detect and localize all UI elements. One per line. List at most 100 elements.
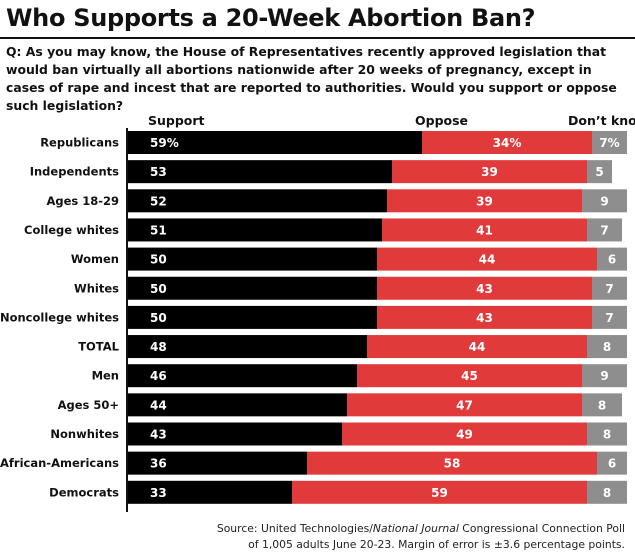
bar-support-republicans xyxy=(127,131,422,154)
bar-don-t-know-african-americans xyxy=(597,451,627,475)
value-label-don-t-know-men: 9 xyxy=(600,369,608,383)
category-label-ages-18-29: Ages 18-29 xyxy=(46,194,119,208)
value-label-don-t-know-independents: 5 xyxy=(595,165,603,179)
bar-don-t-know-college-whites xyxy=(587,218,622,242)
value-label-don-t-know-ages-50: 8 xyxy=(598,398,606,412)
value-label-support-men: 46 xyxy=(150,369,167,383)
bar-don-t-know-independents xyxy=(587,160,612,184)
category-label-whites: Whites xyxy=(74,281,119,295)
source-prefix: Source: United Technologies/ xyxy=(216,522,373,535)
value-label-don-t-know-african-americans: 6 xyxy=(608,457,616,471)
value-label-support-african-americans: 36 xyxy=(150,457,167,471)
bar-support-whites xyxy=(127,276,377,300)
bar-oppose-democrats xyxy=(292,480,587,504)
legend-oppose: Oppose xyxy=(415,113,469,128)
value-label-oppose-african-americans: 58 xyxy=(444,457,461,471)
value-label-don-t-know-noncollege-whites: 7 xyxy=(605,311,613,325)
bar-support-ages-50 xyxy=(127,393,347,417)
value-label-support-republicans: 59% xyxy=(150,136,179,150)
bar-support-independents xyxy=(127,160,392,184)
value-label-don-t-know-college-whites: 7 xyxy=(600,223,608,237)
bar-oppose-ages-50 xyxy=(347,393,582,417)
source-line-2: of 1,005 adults June 20-23. Margin of er… xyxy=(248,538,625,551)
chart-title: Who Supports a 20-Week Abortion Ban? xyxy=(6,4,536,32)
value-label-support-college-whites: 51 xyxy=(150,223,167,237)
bar-don-t-know-whites xyxy=(592,276,627,300)
bar-support-college-whites xyxy=(127,218,382,242)
value-label-don-t-know-women: 6 xyxy=(608,253,616,267)
value-label-oppose-total: 44 xyxy=(469,340,486,354)
category-label-nonwhites: Nonwhites xyxy=(50,427,119,441)
value-label-support-women: 50 xyxy=(150,253,167,267)
bar-oppose-noncollege-whites xyxy=(377,305,592,329)
bar-oppose-whites xyxy=(377,276,592,300)
value-label-support-whites: 50 xyxy=(150,282,167,296)
category-label-african-americans: African-Americans xyxy=(0,456,119,470)
value-label-don-t-know-whites: 7 xyxy=(605,282,613,296)
value-label-don-t-know-republicans: 7% xyxy=(599,136,619,150)
value-label-oppose-republicans: 34% xyxy=(493,136,522,150)
category-label-college-whites: College whites xyxy=(24,223,119,237)
source-note: Source: United Technologies/National Jou… xyxy=(25,521,625,553)
value-label-don-t-know-democrats: 8 xyxy=(603,486,611,500)
bar-oppose-men xyxy=(357,364,582,388)
source-suffix: Congressional Connection Poll xyxy=(458,522,625,535)
bar-don-t-know-republicans xyxy=(592,131,627,154)
value-label-oppose-independents: 39 xyxy=(481,165,498,179)
category-label-ages-50: Ages 50+ xyxy=(58,398,119,412)
value-label-support-noncollege-whites: 50 xyxy=(150,311,167,325)
bar-support-women xyxy=(127,247,377,271)
bar-don-t-know-men xyxy=(582,364,627,388)
category-label-women: Women xyxy=(71,252,119,266)
value-label-support-democrats: 33 xyxy=(150,486,167,500)
bar-oppose-independents xyxy=(392,160,587,184)
source-publication: National Journal xyxy=(372,522,459,535)
bar-don-t-know-noncollege-whites xyxy=(592,305,627,329)
category-label-independents: Independents xyxy=(30,165,119,179)
bar-don-t-know-ages-50 xyxy=(582,393,622,417)
bar-support-ages-18-29 xyxy=(127,189,387,213)
bar-don-t-know-nonwhites xyxy=(587,422,627,446)
bar-oppose-nonwhites xyxy=(342,422,587,446)
value-label-oppose-college-whites: 41 xyxy=(476,223,493,237)
value-label-don-t-know-total: 8 xyxy=(603,340,611,354)
value-label-don-t-know-nonwhites: 8 xyxy=(603,428,611,442)
bar-support-noncollege-whites xyxy=(127,305,377,329)
value-label-support-total: 48 xyxy=(150,340,167,354)
value-label-support-nonwhites: 43 xyxy=(150,428,167,442)
title-divider xyxy=(0,37,635,39)
bar-don-t-know-ages-18-29 xyxy=(582,189,627,213)
value-label-oppose-women: 44 xyxy=(479,253,496,267)
bar-oppose-college-whites xyxy=(382,218,587,242)
value-label-support-ages-18-29: 52 xyxy=(150,194,167,208)
category-label-total: TOTAL xyxy=(78,340,119,354)
bar-don-t-know-women xyxy=(597,247,627,271)
bar-support-democrats xyxy=(127,480,292,504)
bar-support-african-americans xyxy=(127,451,307,475)
category-label-republicans: Republicans xyxy=(40,136,119,150)
bar-oppose-republicans xyxy=(422,131,592,154)
value-label-oppose-nonwhites: 49 xyxy=(456,428,473,442)
category-label-democrats: Democrats xyxy=(49,485,119,499)
value-label-oppose-whites: 43 xyxy=(476,282,493,296)
bar-oppose-total xyxy=(367,335,587,359)
value-label-oppose-ages-50: 47 xyxy=(456,398,473,412)
value-label-support-ages-50: 44 xyxy=(150,398,167,412)
value-label-oppose-men: 45 xyxy=(461,369,478,383)
bar-support-men xyxy=(127,364,357,388)
value-label-don-t-know-ages-18-29: 9 xyxy=(600,194,608,208)
bar-oppose-african-americans xyxy=(307,451,597,475)
bar-oppose-women xyxy=(377,247,597,271)
survey-question: Q: As you may know, the House of Represe… xyxy=(6,44,617,113)
category-label-noncollege-whites: Noncollege whites xyxy=(0,310,119,324)
value-label-oppose-noncollege-whites: 43 xyxy=(476,311,493,325)
bar-support-total xyxy=(127,335,367,359)
value-label-support-independents: 53 xyxy=(150,165,167,179)
bar-support-nonwhites xyxy=(127,422,342,446)
category-label-men: Men xyxy=(92,369,119,383)
bar-oppose-ages-18-29 xyxy=(387,189,582,213)
bar-don-t-know-democrats xyxy=(587,480,627,504)
legend-support: Support xyxy=(148,113,205,128)
value-label-oppose-ages-18-29: 39 xyxy=(476,194,493,208)
value-label-oppose-democrats: 59 xyxy=(431,486,448,500)
